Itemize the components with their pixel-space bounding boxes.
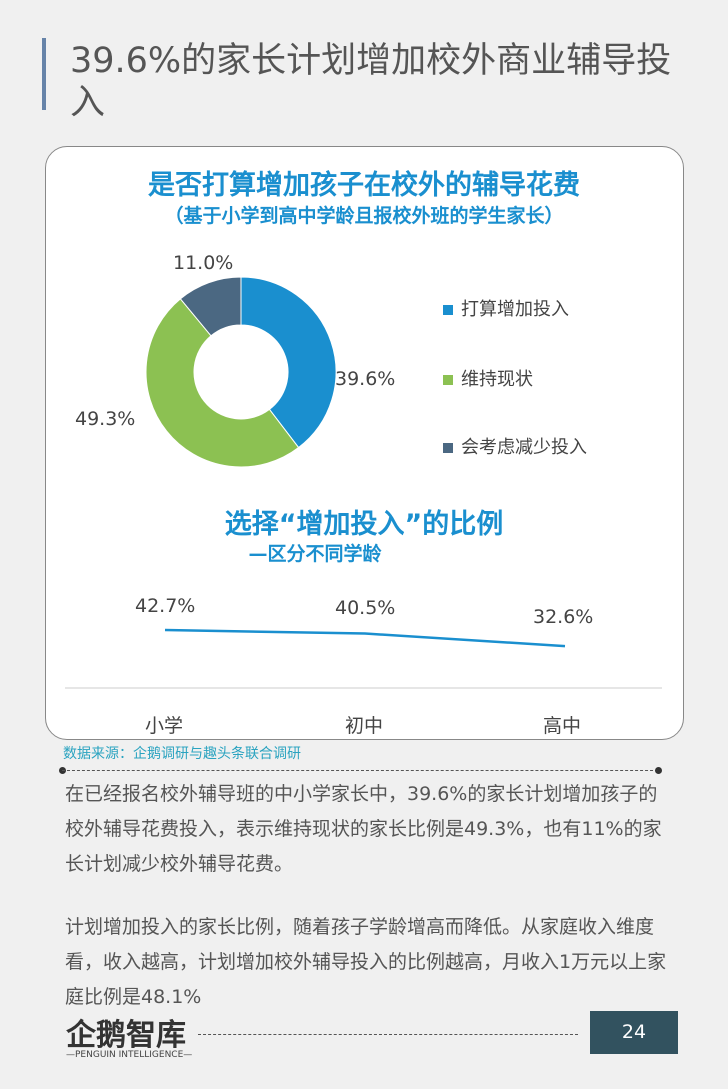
data-source: 数据来源：企鹅调研与趣头条联合调研 — [63, 746, 301, 762]
legend-label: 维持现状 — [461, 369, 533, 390]
donut-slice-2 — [179, 276, 242, 337]
logo: 企鹅智库 — [66, 1018, 186, 1053]
donut-title: 是否打算增加孩子在校外的辅导花费 — [148, 170, 580, 201]
divider — [62, 770, 658, 771]
line-subtitle: —区分不同学龄 — [248, 543, 382, 565]
paragraph-1: 在已经报名校外辅导班的中小学家长中，39.6%的家长计划增加孩子的校外辅导花费投… — [65, 783, 662, 875]
donut-slice-0 — [240, 276, 337, 449]
donut-label-maintain: 49.3% — [75, 408, 136, 430]
legend-swatch — [443, 375, 453, 385]
line-label-2: 32.6% — [533, 606, 594, 628]
x-tick-2: 高中 — [543, 715, 582, 737]
x-tick-0: 小学 — [145, 715, 184, 737]
legend-swatch — [443, 305, 453, 315]
logo-subtitle: —PENGUIN INTELLIGENCE— — [66, 1050, 193, 1060]
legend-label: 打算增加投入 — [461, 299, 569, 320]
divider-dot — [655, 767, 662, 774]
x-tick-1: 初中 — [345, 715, 384, 737]
donut-label-reduce: 11.0% — [173, 252, 234, 274]
legend-item-maintain: 维持现状 — [443, 365, 533, 391]
donut-slice-1 — [145, 298, 300, 468]
page-title: 39.6%的家长计划增加校外商业辅导投入 — [70, 41, 672, 123]
page-number: 24 — [590, 1011, 678, 1054]
footer-divider — [198, 1034, 578, 1035]
line-title: 选择“增加投入”的比例 — [224, 509, 504, 540]
chart-svg — [65, 276, 662, 689]
line-series — [164, 628, 566, 648]
chart-card — [45, 146, 684, 740]
paragraph-2: 计划增加投入的家长比例，随着孩子学龄增高而降低。从家庭收入维度看，收入越高，计划… — [65, 916, 667, 1008]
line-label-1: 40.5% — [335, 597, 396, 619]
legend-swatch — [443, 443, 453, 453]
legend-item-reduce: 会考虑减少投入 — [443, 433, 587, 459]
title-accent-bar — [42, 38, 46, 110]
line-label-0: 42.7% — [135, 595, 196, 617]
donut-subtitle: （基于小学到高中学龄且报校外班的学生家长） — [164, 205, 564, 227]
legend-label: 会考虑减少投入 — [461, 437, 587, 458]
legend-item-increase: 打算增加投入 — [443, 295, 569, 321]
donut-label-increase: 39.6% — [335, 368, 396, 390]
